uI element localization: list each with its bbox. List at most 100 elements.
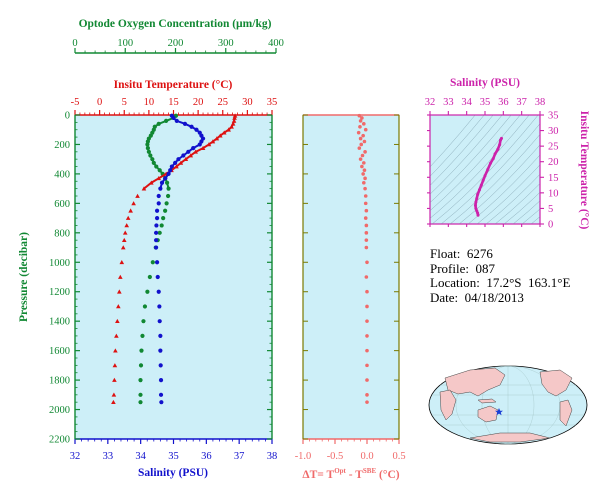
delta-t-point: [362, 122, 366, 126]
ts-point: [474, 200, 478, 204]
sal-point: [153, 230, 159, 235]
salinity-tick-label: 33: [103, 451, 114, 462]
temperature-tick-label: 15: [168, 97, 179, 108]
temp-point: [120, 245, 126, 250]
ts-temperature-tick-label: 5: [548, 204, 553, 215]
oxy-point: [159, 223, 164, 228]
land-indonesia: [477, 398, 497, 404]
ts-temperature-tick-label: 10: [548, 188, 559, 199]
temperature-tick-label: 35: [267, 97, 278, 108]
delta-t-point: [362, 139, 367, 144]
oxy-line: [146, 114, 177, 189]
delta-t-point: [358, 119, 363, 123]
delta-t-point: [357, 113, 362, 118]
temp-point: [119, 259, 125, 265]
sal-point: [158, 377, 164, 383]
pressure-tick-label: 1200: [49, 287, 70, 298]
temperature-tick-label: 5: [122, 97, 127, 108]
delta-t-point: [363, 150, 367, 154]
temp-point: [112, 377, 117, 382]
temp-point: [116, 304, 121, 309]
pressure-tick-label: 1000: [49, 258, 70, 269]
delta-t-point: [364, 208, 369, 213]
salinity-tick-label: 34: [135, 451, 146, 462]
density-contour: [458, 144, 540, 224]
ts-point: [478, 188, 481, 192]
ts-point: [486, 168, 490, 171]
delta-t-series: [356, 113, 369, 404]
sal-point: [158, 333, 163, 339]
oxygen-axis-title: Optode Oxygen Concentration (µm/kg): [79, 18, 272, 30]
ts-temperature-tick-label: 30: [548, 126, 559, 137]
delta-t-point: [365, 304, 369, 309]
ts-point: [499, 138, 503, 142]
oxy-point: [147, 274, 152, 280]
ts-series: [473, 136, 503, 217]
density-contour: [476, 164, 540, 224]
ts-temperature-tick-label: 20: [548, 157, 559, 168]
location: Location: 17.2°S 163.1°E: [430, 275, 571, 290]
profile-panel: 0 100 200 300 400 -5 0 5 10 15 20 25 30 35 32 33 34 35 3…: [18, 18, 284, 479]
temp-point: [111, 392, 117, 397]
delta-t-point: [365, 393, 369, 397]
pressure-tick-label: 1400: [49, 317, 70, 328]
delta-t-point: [364, 223, 369, 228]
sal-point: [154, 208, 160, 213]
temp-point: [122, 230, 128, 235]
delta-t-point: [365, 334, 369, 338]
date: Date: 04/18/2013: [430, 289, 524, 305]
temp-point: [124, 223, 130, 228]
delta-t-point: [365, 319, 369, 323]
delta-t-point: [361, 133, 365, 138]
oxy-point: [141, 319, 146, 324]
ts-point: [498, 143, 502, 147]
salinity-tick-label: 32: [70, 451, 81, 462]
sal-point: [153, 245, 159, 250]
delta-t-point: [365, 363, 369, 368]
land-asia: [444, 367, 506, 397]
land-africa: [439, 389, 457, 421]
delta-t-point: [363, 216, 368, 220]
salinity-tick-label: 35: [168, 451, 179, 462]
density-contour: [430, 115, 476, 168]
pressure-tick-label: 1600: [49, 346, 70, 357]
delta-t-axis-title: ΔT= TOpt - TSBE (°C): [302, 467, 399, 481]
oxy-point: [165, 193, 171, 199]
delta-t-point: [363, 127, 368, 132]
ts-point: [476, 213, 480, 217]
delta-t-point: [363, 176, 367, 181]
ts-temperature-tick-label: 35: [548, 111, 559, 122]
sal-point: [156, 193, 161, 199]
land-antarctica: [469, 432, 551, 443]
ts-point: [475, 196, 479, 200]
ts-point: [481, 178, 485, 182]
ts-point: [474, 206, 478, 210]
pressure-tick-label: 0: [65, 111, 70, 122]
ts-point: [491, 157, 495, 161]
sal-point: [158, 392, 164, 397]
density-contour: [430, 115, 485, 177]
sal-point: [156, 201, 161, 206]
oxy-point: [138, 363, 144, 368]
sal-point: [156, 289, 161, 294]
density-contour: [503, 192, 540, 224]
oxygen-series: [138, 113, 179, 405]
delta-t-tick-label: 0.0: [360, 451, 373, 462]
temp-point: [112, 363, 118, 368]
density-contour: [494, 183, 540, 224]
sal-point: [158, 363, 163, 368]
ts-point: [476, 192, 480, 196]
delta-t-point: [358, 136, 363, 141]
temperature-tick-label: 20: [193, 97, 204, 108]
sal-point: [157, 304, 162, 309]
land-south-america: [559, 399, 573, 427]
temp-point: [118, 274, 123, 279]
delta-t-point: [361, 172, 365, 176]
oxygen-tick-label: 400: [268, 38, 284, 49]
sal-line: [159, 115, 205, 189]
density-contour: [430, 115, 530, 219]
delta-t-point: [362, 180, 366, 185]
sal-point: [157, 319, 162, 324]
density-contour: [485, 174, 540, 224]
temp-point: [121, 237, 127, 243]
